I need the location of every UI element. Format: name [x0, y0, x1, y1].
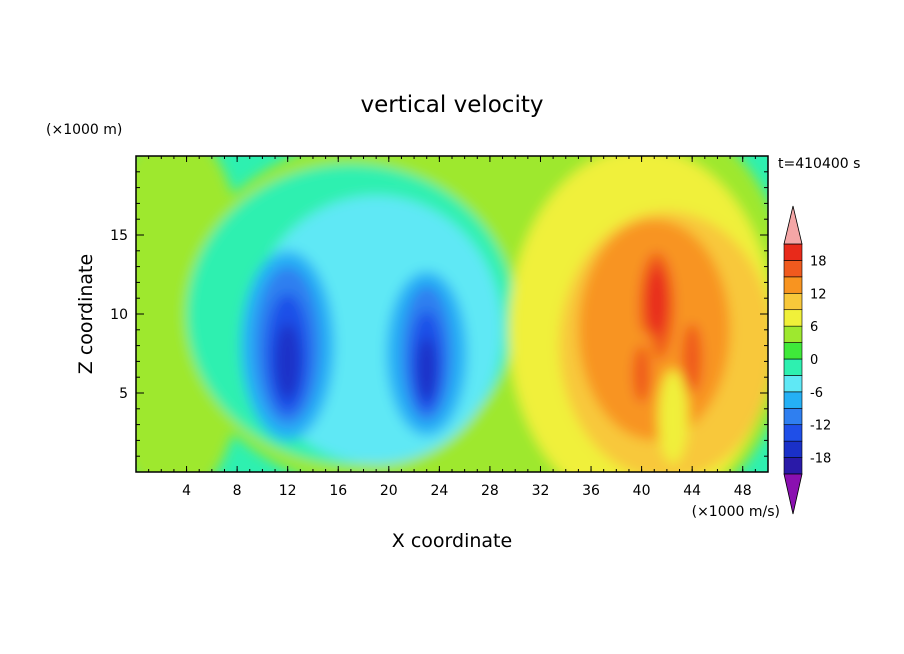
y-axis-label: Z coordinate [75, 254, 97, 374]
colorbar-label: 0 [810, 353, 818, 368]
x-tick-label: 40 [633, 483, 651, 499]
velocity-contour [658, 369, 689, 465]
colorbar-segment [783, 424, 803, 442]
velocity-contour [275, 323, 301, 400]
colorbar-segment [783, 391, 803, 409]
x-tick-label: 44 [683, 483, 701, 499]
x-tick-label: 20 [380, 483, 398, 499]
colorbar-segment [783, 260, 803, 278]
colorbar-label: -6 [810, 386, 823, 401]
time-label: t=410400 s [778, 156, 860, 172]
x-tick-label: 32 [532, 483, 550, 499]
colorbar-over-triangle [783, 205, 803, 245]
y-tick-label: 15 [110, 228, 128, 244]
chart-title: vertical velocity [361, 92, 544, 118]
x-unit-label: (×1000 m/s) [692, 504, 780, 520]
y-axis: 5 10 15 [110, 171, 768, 457]
x-tick-label: 8 [233, 483, 242, 499]
x-tick-label: 4 [182, 483, 191, 499]
velocity-contour [646, 266, 667, 337]
colorbar-label: 12 [810, 287, 827, 302]
x-axis-label: X coordinate [392, 530, 512, 552]
colorbar-segment [783, 440, 803, 458]
colorbar-segment [783, 407, 803, 426]
x-tick-label: 12 [279, 483, 297, 499]
colorbar-segment [783, 342, 803, 360]
colorbar-segment [783, 375, 803, 393]
x-tick-label: 36 [582, 483, 600, 499]
colorbar-segment [783, 309, 803, 327]
velocity-field [136, 156, 768, 472]
y-unit-label: (×1000 m) [46, 122, 122, 138]
colorbar-under-triangle [783, 473, 803, 515]
x-tick-label: 24 [430, 483, 448, 499]
velocity-contour [632, 345, 651, 403]
x-tick-label: 48 [734, 483, 752, 499]
y-tick-label: 5 [119, 386, 128, 402]
colorbar-label: 18 [810, 254, 827, 269]
velocity-contour [416, 337, 437, 401]
colorbar: -18 -12 -6 0 6 12 18 [783, 205, 831, 515]
colorbar-segment [783, 292, 803, 311]
velocity-contour [682, 323, 703, 393]
colorbar-segment [783, 358, 803, 376]
colorbar-segment [783, 325, 803, 343]
colorbar-label: 6 [810, 320, 818, 335]
x-tick-label: 16 [329, 483, 347, 499]
x-tick-label: 28 [481, 483, 499, 499]
colorbar-label: -18 [810, 452, 831, 467]
colorbar-segment [783, 276, 803, 294]
colorbar-segment [783, 243, 803, 261]
y-tick-label: 10 [110, 307, 128, 323]
colorbar-label: -12 [810, 419, 831, 434]
colorbar-segment [783, 457, 803, 475]
x-axis: 4 8 12 16 20 24 28 32 36 40 44 48 [148, 156, 756, 499]
